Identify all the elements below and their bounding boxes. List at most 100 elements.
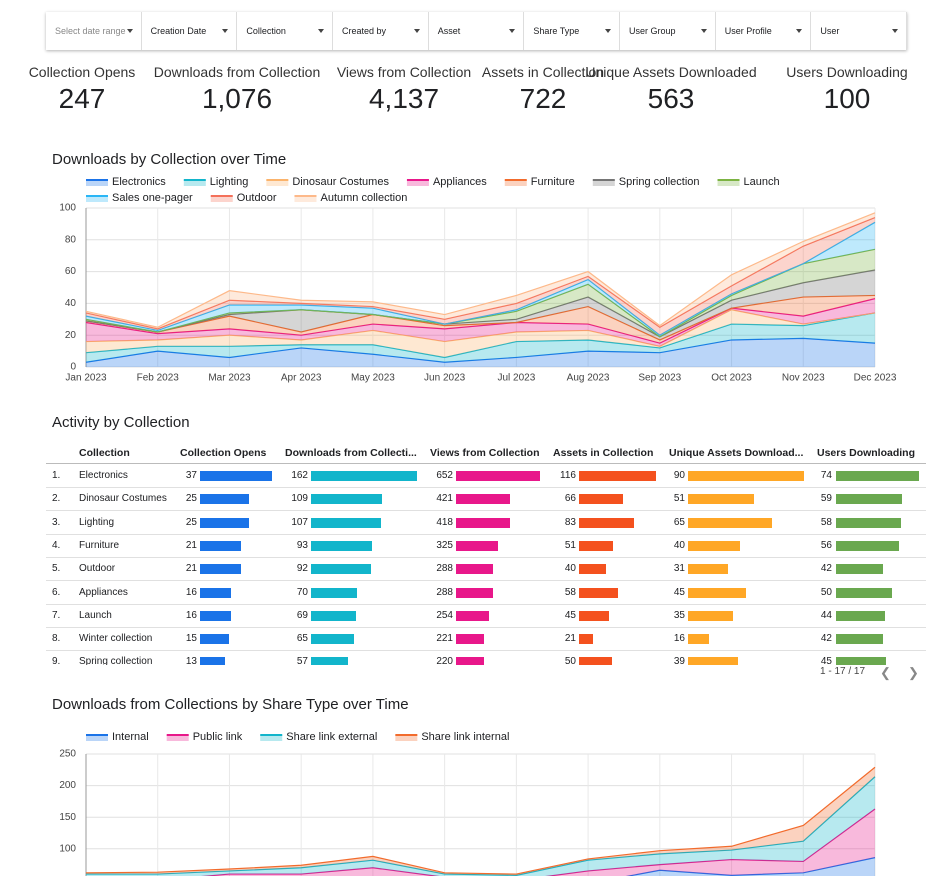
kpi-value: 247 [58,83,106,114]
row-index: 9. [52,656,61,665]
cell-value: 74 [820,470,832,481]
filter-dropdown[interactable]: User Group [620,12,716,50]
cell-value: 13 [185,656,197,665]
kpi-value: 1,076 [201,83,273,114]
filter-dropdown[interactable]: Created by [333,12,429,50]
legend-swatch [86,196,108,202]
cell-bar [200,494,249,505]
cell-value: 40 [673,539,685,551]
cell-bar [579,657,613,665]
cell-bar [456,540,498,551]
cell-value: 21 [185,563,197,575]
area-line [625,857,876,876]
x-tick-label: Aug 2023 [567,373,610,384]
legend-swatch [395,735,418,741]
cell-bar [688,494,754,505]
cell-value: 83 [564,516,576,528]
filter-dropdown[interactable]: Collection [237,12,334,50]
row-name: Appliances [79,586,128,598]
cell-bar [456,610,489,621]
legend-label: Public link [193,731,243,743]
area [86,295,875,344]
cell-value: 39 [673,656,685,665]
filter-dropdown[interactable]: Select date range [46,12,142,50]
x-tick-label: Nov 2023 [782,373,825,384]
cell-bar [311,494,383,505]
cell-value: 16 [673,633,685,645]
x-tick-label: Oct 2023 [711,373,752,384]
row-index: 3. [52,516,61,528]
x-tick-label: Sep 2023 [638,373,681,384]
x-tick-label: Dec 2023 [854,373,897,384]
row-divider [46,487,926,488]
cell-value: 93 [296,539,308,551]
row-divider [46,510,926,512]
cell-bar [200,587,232,598]
cell-bar [311,587,357,598]
legend-swatch [592,180,615,186]
cell-bar [200,517,249,528]
cell-value: 51 [673,493,685,505]
filter-dropdown[interactable]: User [811,12,908,50]
legend-swatch [183,180,206,186]
legend-swatch [294,196,317,202]
legend-label: Appliances [433,176,487,188]
row-index: 6. [52,586,61,598]
x-tick-label: Feb 2023 [137,373,180,384]
legend-swatch [406,180,429,186]
kpi-value: 100 [823,83,871,114]
cell-bar [200,564,241,575]
cell-bar [200,657,226,665]
row-divider [46,533,926,535]
cell-value: 65 [296,633,308,645]
prev-page[interactable]: ❮ [880,665,891,680]
cell-value: 25 [185,516,197,528]
area-line [85,216,876,330]
area-line [85,212,876,328]
cell-value: 421 [436,493,453,505]
cell-bar [456,564,494,575]
kpi-label: Unique Assets Downloaded [585,64,757,80]
row-name: Outdoor [79,563,116,575]
cell-value: 42 [820,633,832,645]
legend-swatch [86,735,108,741]
cell-bar [836,657,887,665]
y-tick-label: 40 [65,298,77,309]
cell-value: 25 [185,493,197,505]
cell-bar [311,517,381,528]
cell-value: 69 [296,609,308,621]
cell-value: 109 [291,493,308,505]
legend-label: Share link external [286,731,377,743]
row-name: Launch [79,609,112,621]
filter-dropdown[interactable]: Share Type [524,12,621,50]
cell-value: 35 [673,609,685,621]
cell-bar [688,471,804,481]
kpi-label: Users Downloading [786,64,908,80]
cell-bar [456,494,511,505]
area-line [85,337,876,363]
row-name: Electronics [79,470,128,481]
cell-value: 40 [564,563,576,575]
x-tick-label: Mar 2023 [208,373,251,384]
cell-value: 16 [185,586,197,598]
cell-bar [579,564,606,575]
cell-bar [688,564,728,575]
filter-dropdown[interactable]: Asset [429,12,525,50]
filter-dropdown[interactable]: User Profile [716,12,812,50]
cell-bar [836,634,884,645]
next-page[interactable]: ❯ [908,665,919,680]
area-line [85,309,876,347]
area [86,312,875,363]
pagination: 1 - 17 / 17 [820,666,866,677]
area-line [85,298,876,344]
cell-value: 162 [291,470,308,481]
cell-value: 70 [296,586,308,598]
kpi: Users Downloading 100 [786,64,907,115]
row-divider [46,626,926,628]
cell-bar [200,540,241,551]
cell-bar [456,471,540,481]
filter-dropdown[interactable]: Creation Date [142,12,238,50]
row-index: 2. [52,493,61,505]
cell-bar [200,610,232,621]
cell-bar [688,540,740,551]
